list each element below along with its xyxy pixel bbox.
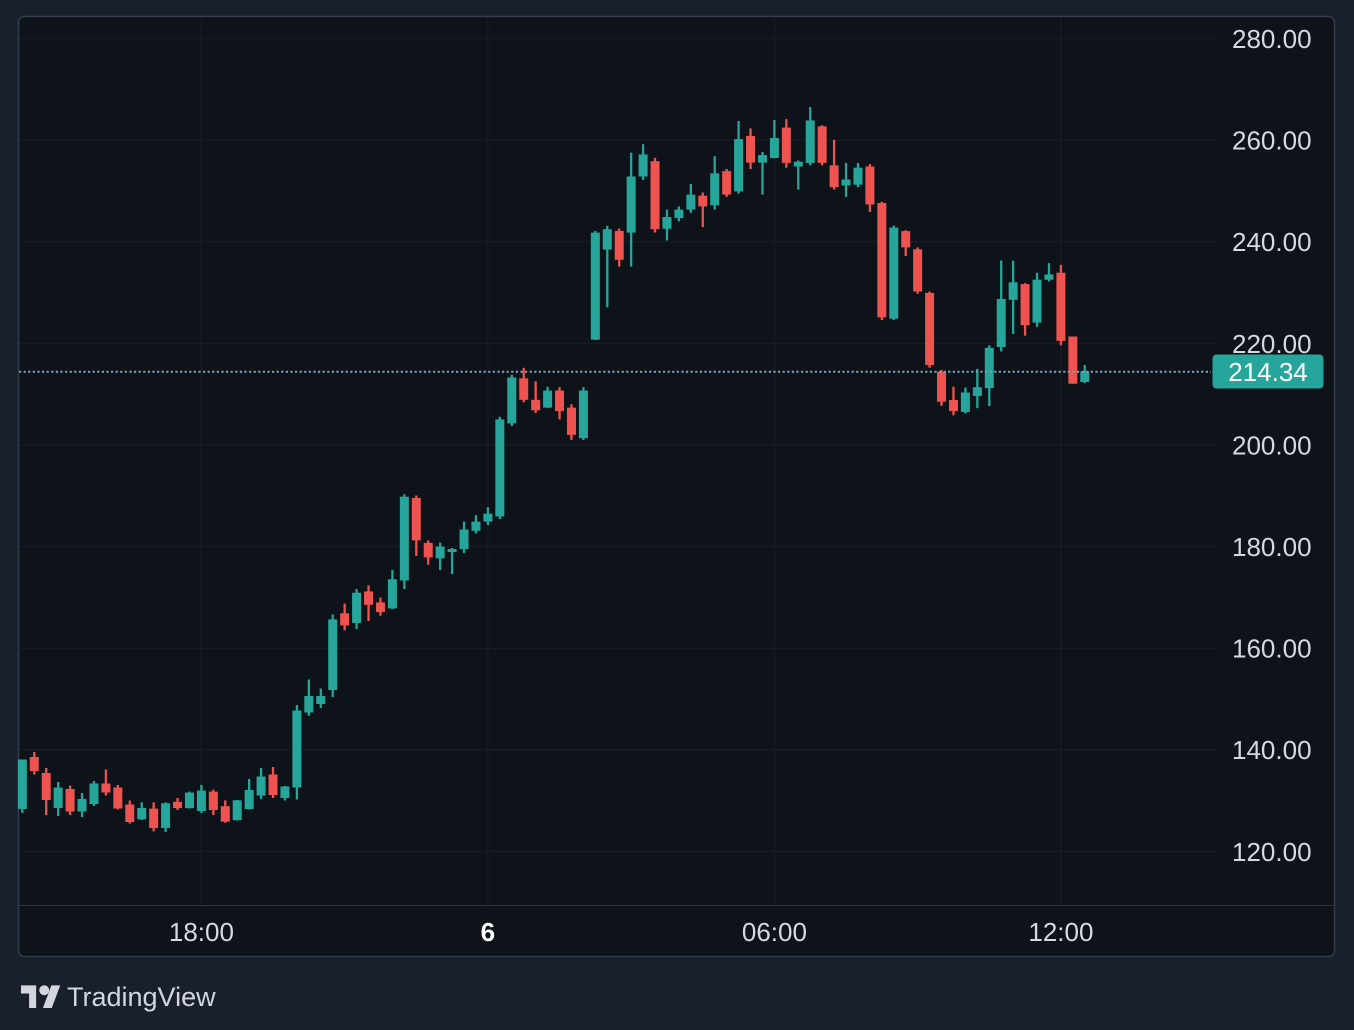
svg-text:160.00: 160.00 xyxy=(1232,634,1312,664)
svg-text:120.00: 120.00 xyxy=(1232,837,1312,867)
svg-text:12:00: 12:00 xyxy=(1028,917,1093,947)
svg-text:280.00: 280.00 xyxy=(1232,24,1312,54)
svg-text:140.00: 140.00 xyxy=(1232,735,1312,765)
svg-text:240.00: 240.00 xyxy=(1232,227,1312,257)
svg-text:18:00: 18:00 xyxy=(169,917,234,947)
svg-text:220.00: 220.00 xyxy=(1232,329,1312,359)
svg-text:200.00: 200.00 xyxy=(1232,430,1312,460)
svg-text:6: 6 xyxy=(481,917,495,947)
svg-text:TradingView: TradingView xyxy=(67,982,216,1012)
svg-text:214.34: 214.34 xyxy=(1228,357,1308,387)
svg-text:06:00: 06:00 xyxy=(742,917,807,947)
svg-text:260.00: 260.00 xyxy=(1232,126,1312,156)
svg-text:180.00: 180.00 xyxy=(1232,532,1312,562)
